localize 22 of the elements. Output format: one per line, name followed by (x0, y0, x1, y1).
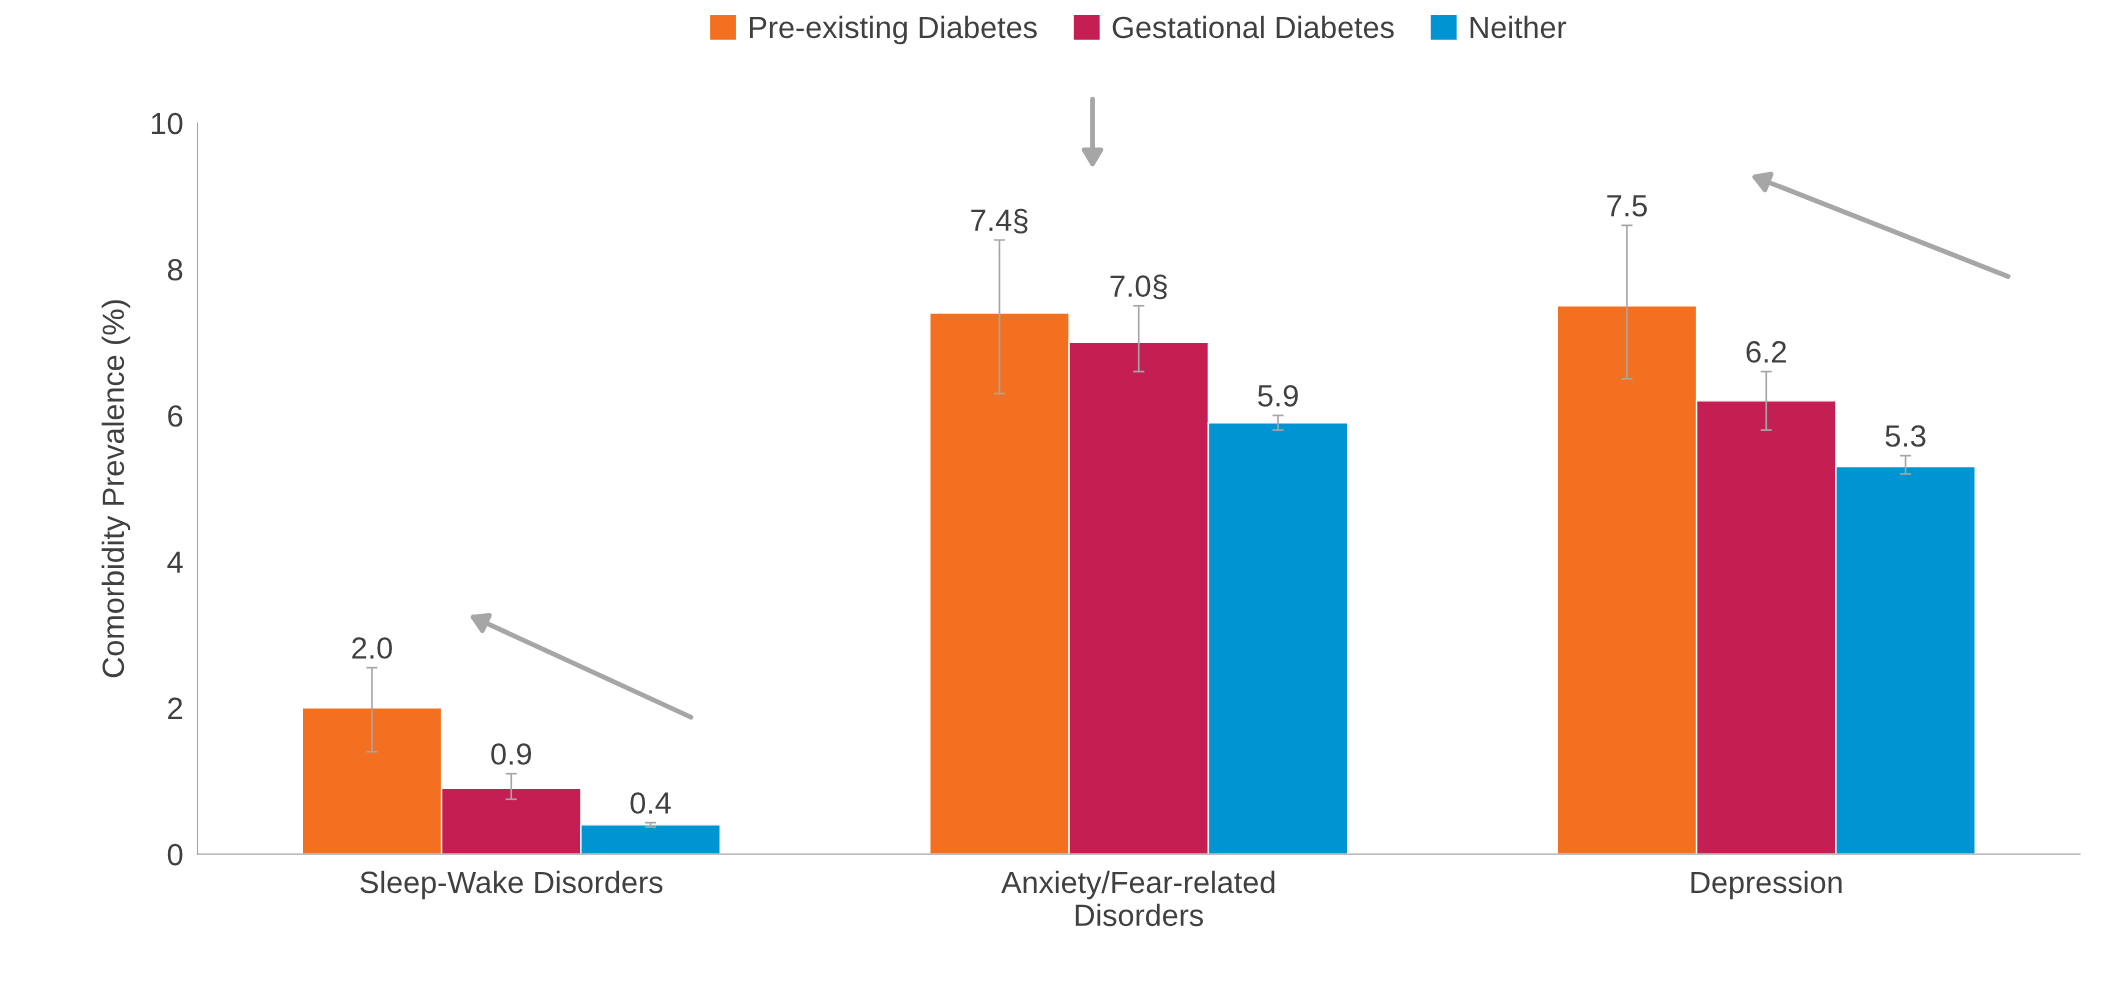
data-label: 5.9 (1258, 384, 1298, 407)
data-label: 7.0§ (1110, 274, 1167, 300)
x-tick-label: Sleep-Wake Disorders (360, 870, 663, 900)
y-tick-label: 8 (167, 258, 183, 281)
data-label: 7.5 (1607, 195, 1647, 217)
y-tick-label: 4 (167, 551, 183, 573)
data-label: 0.9 (491, 743, 532, 765)
x-tick-label: Anxiety/Fear-related Disorders (1001, 870, 1275, 927)
data-label: 6.2 (1746, 341, 1786, 363)
y-tick-label: 10 (151, 112, 183, 135)
data-label: 0.4 (630, 792, 671, 814)
data-label: 7.4§ (971, 208, 1028, 234)
legend-label: Gestational Diabetes (1112, 15, 1394, 39)
y-tick-label: 0 (167, 843, 183, 866)
y-tick-label: 6 (168, 405, 183, 427)
data-label: 2.0 (352, 637, 392, 659)
legend-label: Pre-existing Diabetes (749, 15, 1037, 45)
y-axis-title: Comorbidity Prevalence (%) (101, 300, 131, 678)
x-tick-label: Depression (1691, 870, 1842, 900)
y-tick-label: 2 (168, 697, 183, 719)
legend-label: Neither (1470, 15, 1567, 39)
data-label: 5.3 (1885, 425, 1926, 447)
